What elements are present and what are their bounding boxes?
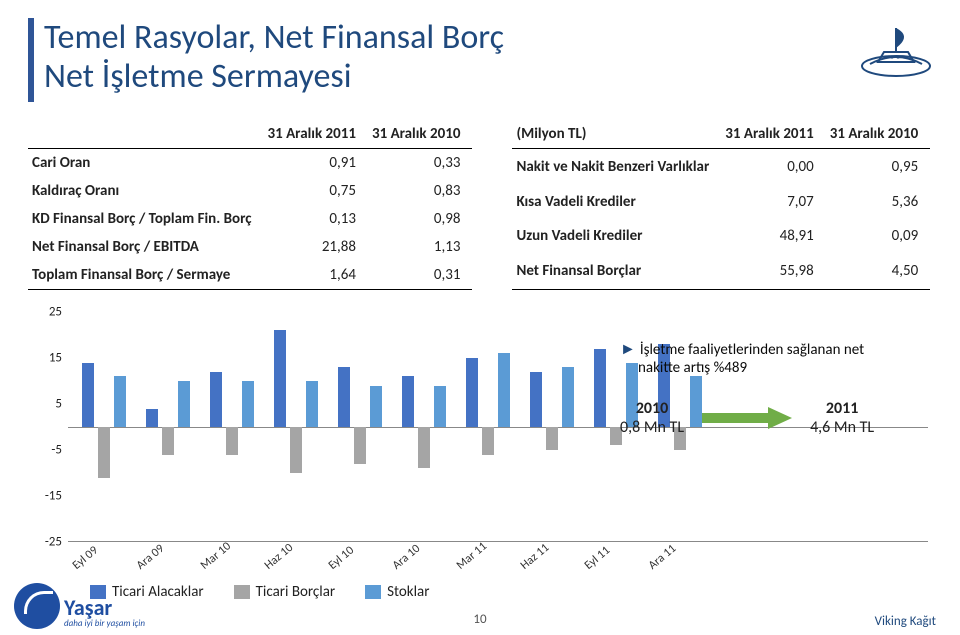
debt-table: (Milyon TL) 31 Aralık 2011 31 Aralık 201… — [512, 120, 930, 290]
x-tick-label: Mar 10 — [198, 539, 234, 572]
table-cell: 0,00 — [721, 149, 825, 185]
table-cell: 21,88 — [264, 233, 368, 261]
table-cell: 0,31 — [368, 261, 472, 290]
x-tick-label: Ara 09 — [134, 542, 167, 573]
table-row-label: Uzun Vadeli Krediler — [512, 219, 721, 254]
y-tick: -5 — [51, 443, 62, 458]
bar — [242, 381, 254, 427]
annotation-line1: ►İşletme faaliyetlerinden sağlanan net — [620, 340, 940, 359]
yasar-logo: Yaşar daha iyi bir yaşam için — [14, 583, 145, 629]
y-axis: 25155-5-15-25 — [28, 312, 68, 542]
x-tick-label: Eyl 10 — [326, 544, 357, 573]
table-row-label: Nakit ve Nakit Benzeri Varlıklar — [512, 149, 721, 185]
year-2010-box: 2010 0,8 Mn TL — [620, 399, 684, 437]
table-cell: 0,98 — [368, 205, 472, 233]
year-2011-box: 2011 4,6 Mn TL — [810, 399, 874, 437]
bar — [418, 427, 430, 468]
ratios-head-2: 31 Aralık 2010 — [368, 120, 472, 149]
title-line1: Temel Rasyolar, Net Finansal Borç — [44, 18, 504, 57]
bar — [434, 386, 446, 427]
table-row-label: Toplam Finansal Borç / Sermaye — [28, 261, 264, 290]
bar — [162, 427, 174, 455]
brand-right: Viking Kağıt — [875, 614, 936, 629]
title-line2: Net İşletme Sermayesi — [44, 57, 504, 96]
table-cell: 0,33 — [368, 149, 472, 178]
bar — [178, 381, 190, 427]
table-cell: 0,09 — [826, 219, 930, 254]
table-row-label: Net Finansal Borçlar — [512, 254, 721, 290]
y-tick: 25 — [49, 305, 62, 320]
annotation-line2: nakitte artış %489 — [620, 359, 940, 377]
x-tick-label: Eyl 09 — [70, 544, 101, 573]
table-cell: 0,83 — [368, 177, 472, 205]
growth-arrow-icon — [702, 407, 792, 429]
bar — [146, 409, 158, 427]
bar — [274, 330, 286, 427]
table-cell: 0,95 — [826, 149, 930, 185]
ratios-table: 31 Aralık 2011 31 Aralık 2010 Cari Oran0… — [28, 120, 472, 290]
bar — [466, 358, 478, 427]
table-cell: 0,91 — [264, 149, 368, 178]
bar — [370, 386, 382, 427]
debt-head-2: 31 Aralık 2010 — [826, 120, 930, 149]
y-tick: 5 — [55, 397, 62, 412]
bar — [562, 367, 574, 427]
table-cell: 1,64 — [264, 261, 368, 290]
title-block: Temel Rasyolar, Net Finansal Borç Net İş… — [28, 18, 932, 102]
bar — [402, 376, 414, 427]
bar — [338, 367, 350, 427]
x-tick-label: Mar 11 — [454, 539, 490, 572]
table-row-label: Kaldıraç Oranı — [28, 177, 264, 205]
bar — [226, 427, 238, 455]
triangle-bullet-icon: ► — [620, 340, 636, 359]
table-cell: 1,13 — [368, 233, 472, 261]
debt-corner: (Milyon TL) — [512, 120, 721, 149]
table-cell: 0,75 — [264, 177, 368, 205]
yasar-mark-icon — [14, 583, 60, 629]
x-tick-label: Eyl 11 — [582, 544, 613, 573]
bar — [98, 427, 110, 478]
bar — [290, 427, 302, 473]
x-tick-label: Ara 11 — [646, 542, 679, 573]
bar — [546, 427, 558, 450]
ratios-corner — [28, 120, 264, 149]
bar — [82, 363, 94, 427]
yasar-slogan: daha iyi bir yaşam için — [64, 618, 145, 629]
bar — [114, 376, 126, 427]
page-number: 10 — [473, 612, 486, 627]
x-tick-label: Haz 10 — [262, 541, 296, 573]
x-tick-label: Haz 11 — [518, 541, 552, 573]
bar — [530, 372, 542, 427]
table-row-label: Kısa Vadeli Krediler — [512, 184, 721, 219]
bar — [210, 372, 222, 427]
tables-row: 31 Aralık 2011 31 Aralık 2010 Cari Oran0… — [28, 120, 932, 290]
y-tick: -15 — [45, 489, 62, 504]
table-row-label: Cari Oran — [28, 149, 264, 178]
debt-head-1: 31 Aralık 2011 — [721, 120, 825, 149]
table-row-label: Net Finansal Borç / EBITDA — [28, 233, 264, 261]
ratios-head-1: 31 Aralık 2011 — [264, 120, 368, 149]
bar — [482, 427, 494, 455]
bar — [594, 349, 606, 427]
x-tick-label: Ara 10 — [390, 542, 423, 573]
y-tick: 15 — [49, 351, 62, 366]
ship-logo-icon — [856, 14, 936, 80]
annotation-block: ►İşletme faaliyetlerinden sağlanan net n… — [620, 340, 940, 437]
table-cell: 7,07 — [721, 184, 825, 219]
yasar-name: Yaşar — [64, 598, 145, 618]
bar — [498, 353, 510, 427]
table-cell: 55,98 — [721, 254, 825, 290]
table-cell: 0,13 — [264, 205, 368, 233]
title-accent-bar — [28, 18, 34, 102]
table-cell: 5,36 — [826, 184, 930, 219]
bar — [354, 427, 366, 464]
table-cell: 48,91 — [721, 219, 825, 254]
table-row-label: KD Finansal Borç / Toplam Fin. Borç — [28, 205, 264, 233]
bar — [306, 381, 318, 427]
table-cell: 4,50 — [826, 254, 930, 290]
